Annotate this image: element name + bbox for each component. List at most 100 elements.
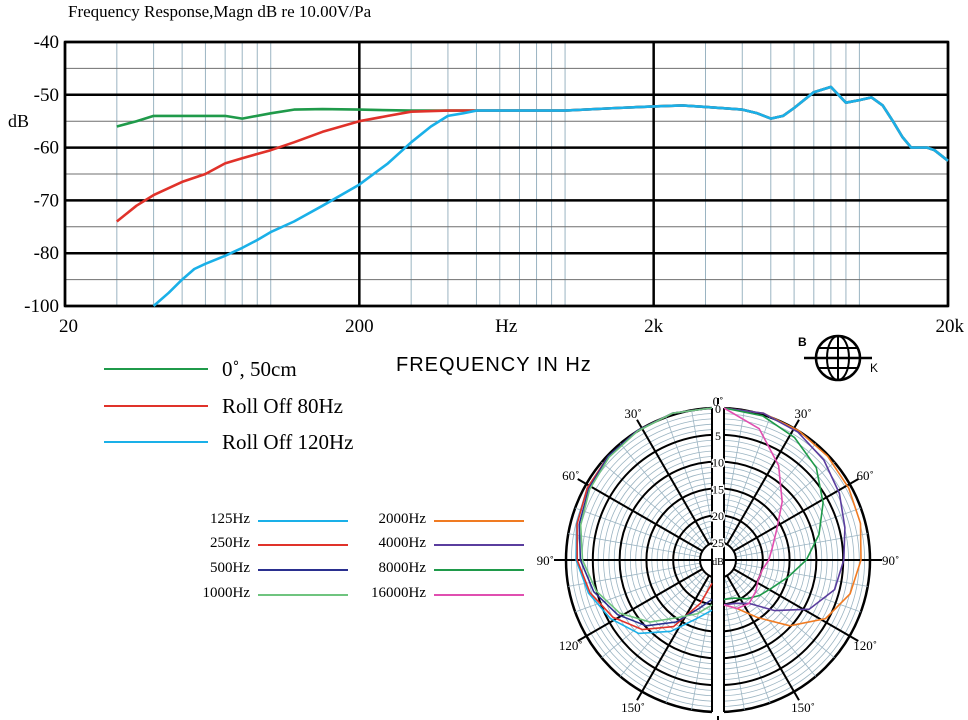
legend-label: Roll Off 80Hz [222,394,343,418]
polar-major-spoke [726,419,800,545]
polar-legend-label: 125Hz [210,511,250,527]
polar-legend-swatch [258,544,348,546]
polar-minor-spoke [729,573,817,677]
x-unit-label: Hz [495,316,517,337]
polar-minor-spoke [731,571,835,659]
polar-split-gap [712,404,724,716]
polar-legend-swatch [258,594,348,596]
polar-minor-spoke [619,443,707,547]
polar-major-spoke [577,568,703,642]
legend-swatch [104,441,208,443]
polar-series-3 [579,407,713,623]
polar-legend-swatch [434,544,524,546]
polar-angle-label: 150˚ [791,700,815,715]
polar-series-7 [723,407,784,610]
polar-angle-label: 60˚ [857,468,874,483]
series-line-0 [116,85,949,162]
x-axis-label: FREQUENCY IN Hz [396,354,592,376]
y-axis-label: dB [8,111,30,131]
polar-r-tick-label: 25 [712,536,724,550]
polar-legend-label: 500Hz [210,560,250,576]
polar-legend-2000hz: 2000Hz [346,511,526,529]
polar-minor-spoke [601,461,705,549]
logo-k: K [870,361,878,375]
polar-legend-8000hz: 8000Hz [346,560,526,578]
polar-legend-swatch [258,520,348,522]
polar-angle-label: 90˚ [537,553,554,568]
polar-angle-label: 120˚ [853,638,877,653]
polar-r-tick-label: 15 [712,482,724,496]
polar-legend-label: 2000Hz [378,511,427,527]
polar-legend-label: 4000Hz [378,535,427,551]
polar-r-tick-label: 5 [715,429,721,443]
polar-r-tick-label: 10 [712,456,724,470]
polar-legend-250hz: 250Hz [170,535,350,553]
legend-label: 0˚, 50cm [222,357,297,381]
y-tick-label: -50 [34,85,59,106]
polar-legend-500hz: 500Hz [170,560,350,578]
polar-minor-spoke [575,565,702,613]
x-tick-label: 2k [644,316,664,337]
series-line-2 [152,85,949,307]
polar-major-spoke [636,419,710,545]
polar-major-spoke [733,568,859,642]
polar-angle-label: 120˚ [559,638,583,653]
polar-minor-spoke [720,410,745,543]
polar-minor-spoke [665,417,713,544]
x-tick-label: 20k [936,316,965,337]
legend-swatch [104,405,208,407]
polar-legend-swatch [434,520,524,522]
polar-legend-4000hz: 4000Hz [346,535,526,553]
polar-legend-16000hz: 16000Hz [346,585,526,603]
polar-minor-spoke [601,571,705,659]
polar-legend-label: 8000Hz [378,560,427,576]
y-tick-label: -100 [24,296,59,317]
polar-legend-swatch [258,569,348,571]
polar-legend-swatch [434,594,524,596]
polar-r-unit: dB [712,557,724,568]
legend-swatch [104,368,208,370]
polar-legend-swatch [434,569,524,571]
legend-item-rolloff-80: Roll Off 80Hz [104,394,364,418]
polar-angle-label: 60˚ [562,468,579,483]
polar-minor-spoke [734,507,861,555]
x-tick-label: 200 [345,316,374,337]
polar-r-tick-label: 0 [715,402,721,416]
polar-legend-label: 1000Hz [202,585,251,601]
y-tick-label: -70 [34,190,59,211]
legend-label: Roll Off 120Hz [222,430,354,454]
chart-title: Frequency Response,Magn dB re 10.00V/Pa [68,2,372,21]
y-tick-label: -60 [34,138,59,159]
y-tick-label: -80 [34,243,59,264]
polar-angle-label: 150˚ [621,700,645,715]
polar-angle-label: 180˚ [706,718,730,720]
polar-angle-label: 0˚ [713,394,724,409]
polar-major-spoke [577,478,703,552]
polar-minor-spoke [619,573,707,677]
polar-minor-spoke [575,507,702,555]
polar-angle-label: 90˚ [882,553,899,568]
polar-series-4 [723,407,862,627]
polar-minor-spoke [568,533,701,558]
polar-legend-1000hz: 1000Hz [170,585,350,603]
polar-legend-label: 250Hz [210,535,250,551]
polar-r-tick-label: 20 [712,509,724,523]
bk-logo: B K [798,334,878,382]
polar-major-spoke [636,575,710,701]
polar-angle-label: 30˚ [794,406,811,421]
polar-legend-label: 16000Hz [371,585,426,601]
y-tick-label: -40 [34,32,59,53]
polar-minor-spoke [735,533,868,558]
x-tick-label: 20 [59,316,78,337]
polar-series-6 [723,407,824,601]
legend-item-rolloff-120: Roll Off 120Hz [104,430,384,454]
legend-item-0deg: 0˚, 50cm [104,357,364,381]
polar-major-spoke [726,575,800,701]
polar-minor-spoke [691,410,716,543]
logo-b: B [798,335,807,349]
plot-frame [63,40,950,308]
polar-legend-125hz: 125Hz [170,511,350,529]
polar-minor-spoke [735,562,868,587]
